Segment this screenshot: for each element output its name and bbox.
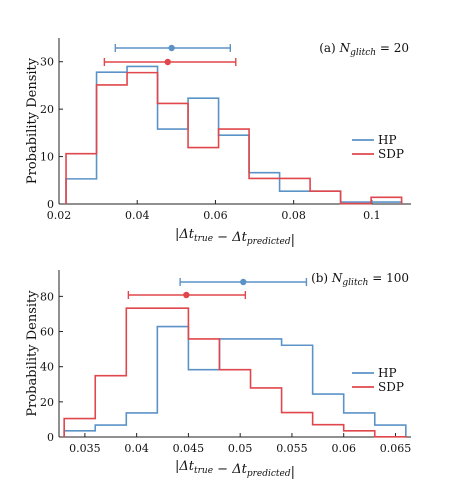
mean-marker-hp bbox=[240, 278, 247, 286]
y-tick-label: 40 bbox=[40, 361, 54, 374]
x-tick-label: 0.1 bbox=[363, 209, 381, 222]
y-axis-label: Probability Density bbox=[25, 57, 40, 184]
y-tick-label: 0 bbox=[47, 431, 54, 444]
x-tick-label: 0.06 bbox=[331, 442, 356, 455]
x-tick-label: 0.055 bbox=[276, 442, 308, 455]
x-tick-label: 0.04 bbox=[125, 209, 150, 222]
x-tick-label: 0.045 bbox=[173, 442, 205, 455]
histogram-sdp bbox=[65, 71, 403, 205]
histogram-sdp bbox=[63, 307, 407, 438]
panel-b: 0.035 0.04 0.045 0.05 0.055 0.06 0.065 0 20 40 60 8… bbox=[25, 270, 411, 480]
x-tick-label: 0.04 bbox=[124, 442, 149, 455]
y-tick-label: 30 bbox=[40, 56, 54, 69]
x-tick-label: 0.065 bbox=[380, 442, 412, 455]
y-tick-label: 10 bbox=[40, 151, 54, 164]
x-tick-label: 0.08 bbox=[281, 209, 306, 222]
y-tick-label: 60 bbox=[40, 326, 54, 339]
x-tick-label: 0.02 bbox=[47, 209, 72, 222]
mean-marker-sdp bbox=[164, 58, 171, 66]
legend-label-sdp: SDP bbox=[378, 147, 404, 161]
panel-annotation: (b) Nglitch = 100 bbox=[311, 271, 409, 288]
panel-a: 0.02 0.04 0.06 0.08 0.1 0 10 20 30 |Δttrue − Δtpr… bbox=[25, 38, 411, 248]
histogram-hp bbox=[65, 65, 403, 204]
legend-label-sdp: SDP bbox=[378, 380, 404, 394]
x-tick-label: 0.06 bbox=[203, 209, 228, 222]
x-axis-label: |Δttrue − Δtpredicted| bbox=[175, 459, 295, 480]
y-axis-label: Probability Density bbox=[25, 290, 40, 417]
histogram-hp bbox=[63, 325, 407, 437]
y-tick-label: 0 bbox=[47, 198, 54, 211]
x-tick-label: 0.05 bbox=[228, 442, 253, 455]
panel-annotation: (a) Nglitch = 20 bbox=[319, 41, 409, 58]
legend-label-hp: HP bbox=[378, 366, 397, 380]
y-tick-label: 80 bbox=[40, 290, 54, 303]
y-tick-label: 20 bbox=[40, 396, 54, 409]
x-tick-label: 0.035 bbox=[69, 442, 101, 455]
x-axis-label: |Δttrue − Δtpredicted| bbox=[175, 227, 295, 248]
y-tick-label: 20 bbox=[40, 103, 54, 116]
mean-marker-sdp bbox=[183, 291, 190, 299]
mean-marker-hp bbox=[168, 44, 175, 52]
legend-label-hp: HP bbox=[378, 133, 397, 147]
